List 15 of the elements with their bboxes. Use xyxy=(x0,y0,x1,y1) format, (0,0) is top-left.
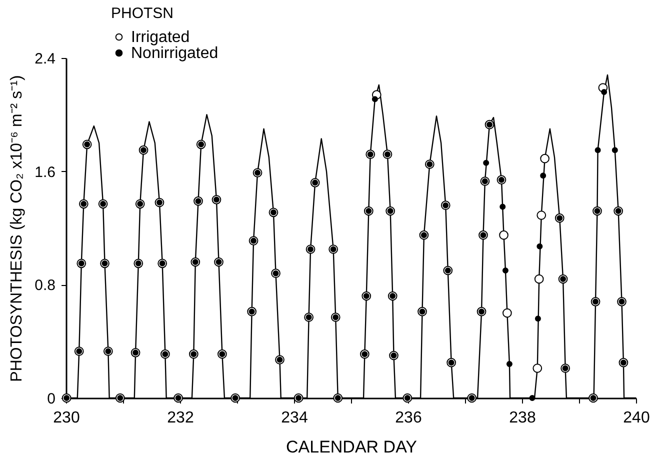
legend-title: PHOTSN xyxy=(111,5,174,22)
x-tick-label: 234 xyxy=(281,410,308,426)
x-tick-label: 232 xyxy=(167,410,194,426)
y-tick-label: 0 xyxy=(47,390,56,408)
y-tick-label: 2.4 xyxy=(34,50,56,68)
y-tick-label: 0.8 xyxy=(34,277,56,294)
x-tick-label: 240 xyxy=(623,410,650,426)
y-axis-title: PHOTOSYNTHESIS (kg CO₂ x10⁻⁶ m⁻² s⁻¹) xyxy=(8,75,26,382)
x-tick-label: 230 xyxy=(53,410,80,426)
y-tick-label: 1.6 xyxy=(34,164,56,181)
x-axis-title: CALENDAR DAY xyxy=(286,438,417,456)
legend-label: Irrigated xyxy=(131,29,190,46)
x-tick-label: 238 xyxy=(509,410,536,426)
legend-label: Nonirrigated xyxy=(131,45,218,62)
x-tick-label: 236 xyxy=(395,410,422,426)
